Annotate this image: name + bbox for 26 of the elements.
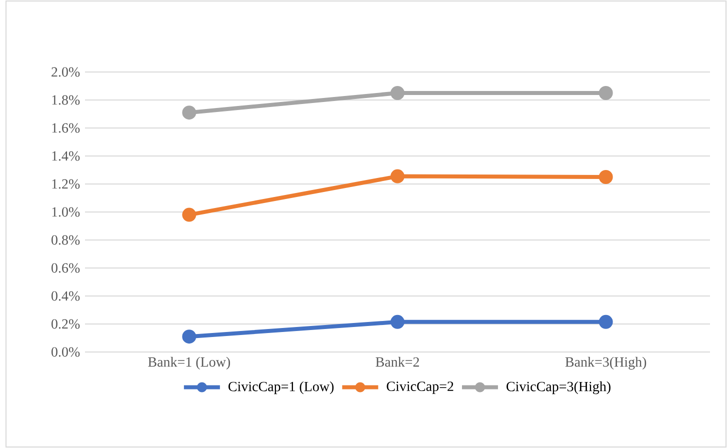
x-tick-label: Bank=1 (Low) (148, 356, 230, 370)
point (390, 314, 405, 329)
y-tick-label: 1.8% (52, 95, 80, 105)
y-tick-label: 1.0% (52, 207, 80, 217)
point (182, 330, 196, 344)
point (182, 208, 196, 222)
y-tick-label: 0.6% (52, 263, 80, 273)
y-tick-label: 0.0% (52, 347, 80, 357)
y-tick-label: 0.8% (52, 235, 80, 245)
point (598, 314, 613, 329)
point (598, 86, 613, 100)
point (182, 106, 196, 120)
y-tick-label: 0.4% (52, 291, 80, 301)
y-tick-label: 0.2% (52, 319, 80, 329)
legend-label: CivicCap=1 (Low) (228, 381, 334, 394)
legend-label: CivicCap=2 (386, 382, 454, 394)
point (598, 170, 613, 184)
y-tick-label: 2.0% (52, 67, 80, 77)
y-tick-label: 1.6% (52, 123, 80, 133)
x-tick-label: Bank=2 (376, 356, 419, 367)
point (390, 86, 405, 100)
legend-label: CivicCap=3(High) (506, 381, 610, 394)
y-tick-label: 1.4% (52, 151, 80, 161)
y-tick-label: 1.2% (52, 179, 80, 189)
point (390, 169, 405, 184)
x-tick-label: Bank=3(High) (565, 356, 646, 370)
